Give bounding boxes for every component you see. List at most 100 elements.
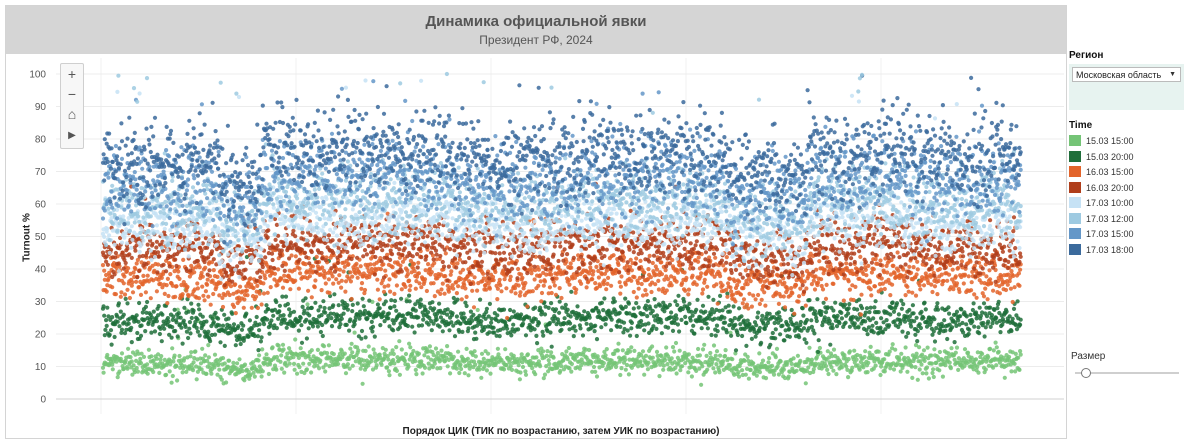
data-point — [911, 265, 916, 270]
data-point — [336, 303, 341, 308]
data-point — [455, 261, 460, 266]
data-point — [259, 374, 264, 379]
data-point — [305, 302, 310, 307]
y-tick-label: 0 — [40, 395, 46, 406]
data-point — [599, 325, 604, 330]
data-point — [195, 329, 200, 334]
data-point — [233, 311, 238, 316]
data-point — [426, 322, 431, 327]
data-point — [416, 271, 421, 276]
data-point — [421, 317, 426, 322]
data-point — [446, 289, 451, 294]
data-point — [991, 365, 996, 370]
data-point — [496, 352, 501, 357]
data-point — [121, 266, 126, 271]
data-point — [156, 352, 161, 357]
data-point — [242, 297, 247, 302]
data-point — [218, 280, 223, 285]
data-point — [855, 307, 860, 312]
data-point — [947, 311, 952, 316]
data-point — [613, 364, 619, 370]
data-point — [748, 367, 753, 373]
data-point — [532, 277, 537, 282]
data-point — [683, 361, 688, 366]
data-point — [405, 272, 410, 277]
data-point — [334, 277, 339, 282]
data-point — [1009, 269, 1014, 274]
data-point — [804, 317, 810, 323]
data-point — [361, 358, 366, 363]
data-point — [546, 305, 551, 310]
data-point — [994, 345, 999, 350]
data-point — [199, 270, 204, 275]
data-point — [331, 281, 336, 286]
data-point — [248, 276, 253, 281]
data-point — [385, 354, 390, 359]
data-point — [487, 330, 492, 335]
data-point — [969, 355, 974, 360]
data-point — [323, 369, 328, 374]
data-point — [956, 318, 961, 323]
data-point — [981, 320, 986, 326]
data-point — [1011, 306, 1017, 311]
data-point — [206, 329, 211, 334]
data-point — [477, 313, 482, 318]
data-point — [682, 270, 687, 275]
data-point — [456, 349, 461, 354]
data-point — [366, 243, 371, 249]
data-point — [454, 314, 459, 319]
data-point — [981, 301, 987, 306]
data-point — [850, 365, 855, 370]
data-point — [534, 333, 539, 338]
data-point — [199, 367, 204, 372]
data-point — [303, 262, 308, 267]
data-point — [897, 357, 902, 362]
data-point — [715, 357, 720, 362]
data-point — [372, 355, 377, 360]
data-point — [313, 269, 319, 274]
data-point — [278, 253, 283, 258]
data-point — [203, 265, 208, 270]
data-point — [879, 364, 884, 369]
data-point — [994, 363, 999, 368]
data-point — [727, 276, 733, 281]
data-point — [353, 359, 358, 364]
data-point — [931, 367, 936, 372]
y-tick-label: 30 — [35, 297, 47, 308]
data-point — [544, 364, 549, 369]
data-point — [959, 259, 965, 264]
data-point — [518, 290, 523, 295]
data-point — [230, 311, 235, 316]
data-point — [896, 312, 902, 317]
data-point — [504, 362, 509, 368]
data-point — [798, 358, 803, 363]
data-point — [323, 362, 328, 367]
data-point — [206, 294, 211, 299]
data-point — [345, 249, 350, 255]
data-point — [730, 292, 736, 297]
data-point — [667, 302, 673, 307]
data-point — [268, 362, 273, 367]
data-point — [277, 309, 282, 314]
data-point — [569, 265, 574, 270]
data-point — [211, 268, 216, 273]
data-point — [348, 317, 353, 322]
data-point — [782, 338, 787, 343]
data-point — [321, 344, 327, 349]
data-point — [939, 272, 944, 277]
data-point — [604, 287, 609, 292]
data-point — [696, 346, 701, 352]
data-point — [497, 334, 502, 339]
data-point — [674, 279, 679, 284]
data-point — [770, 363, 775, 368]
data-point — [860, 306, 865, 311]
data-point — [435, 350, 440, 356]
data-point — [666, 325, 671, 330]
data-point — [678, 368, 683, 373]
data-point — [654, 326, 659, 331]
data-point — [119, 351, 125, 356]
data-point — [720, 308, 725, 313]
data-point — [134, 279, 139, 284]
data-point — [659, 320, 664, 325]
